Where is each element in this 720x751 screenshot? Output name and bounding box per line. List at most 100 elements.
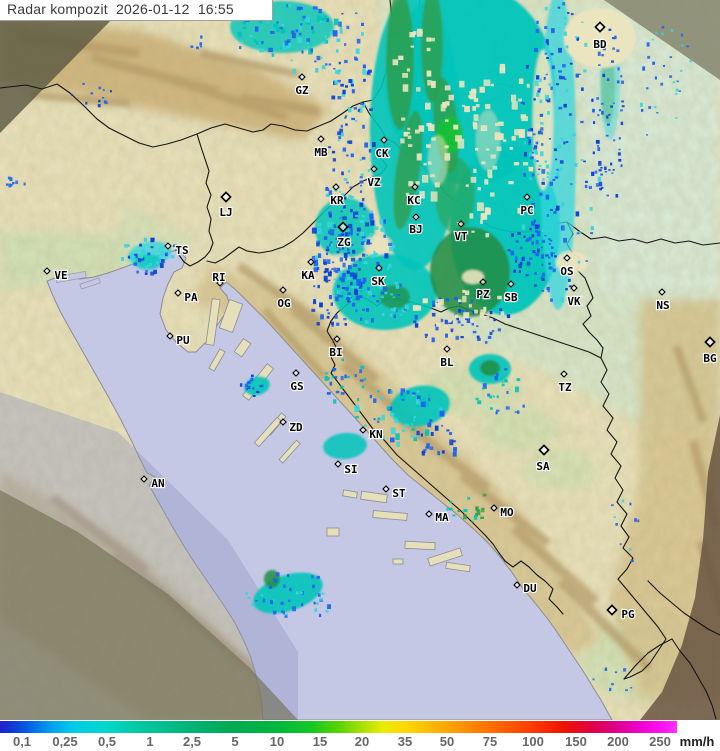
station-diamond-icon bbox=[443, 345, 451, 353]
station-marker-DU: DU bbox=[513, 581, 538, 596]
station-diamond-icon bbox=[140, 475, 148, 483]
station-marker-BD: BD bbox=[592, 21, 608, 52]
legend-tick: 10 bbox=[269, 734, 285, 749]
station-diamond-icon bbox=[457, 220, 465, 228]
station-marker-OG: OG bbox=[276, 286, 292, 311]
station-marker-BG: BG bbox=[702, 336, 718, 366]
station-label: MO bbox=[500, 506, 514, 519]
station-label: OG bbox=[277, 297, 291, 310]
station-marker-PU: PU bbox=[166, 332, 191, 348]
station-marker-BJ: BJ bbox=[408, 213, 424, 237]
legend-tick: 200 bbox=[607, 734, 629, 749]
legend-tick: 250 bbox=[649, 734, 671, 749]
legend-tick: 75 bbox=[482, 734, 498, 749]
legend: 0,1 0,25 0,5 1 2,5 5 10 15 20 35 50 75 100 150 200 250 m… bbox=[0, 720, 720, 751]
station-diamond-icon bbox=[411, 183, 419, 191]
station-marker-MB: MB bbox=[313, 135, 329, 160]
station-diamond-icon bbox=[523, 193, 531, 201]
radar-echo-speckles bbox=[5, 2, 693, 692]
legend-tick-labels: 0,1 0,25 0,5 1 2,5 5 10 15 20 35 50 75 100 150 200 250 m… bbox=[0, 734, 720, 751]
station-diamond-icon bbox=[220, 191, 232, 203]
station-label: GS bbox=[290, 380, 303, 393]
station-diamond-icon bbox=[216, 279, 224, 287]
station-diamond-icon bbox=[337, 221, 349, 233]
station-marker-MA: MA bbox=[425, 510, 450, 525]
station-marker-BL: BL bbox=[439, 345, 455, 370]
station-label: ZD bbox=[289, 421, 303, 434]
station-label: VT bbox=[454, 230, 468, 243]
station-label: KA bbox=[301, 269, 315, 282]
legend-tick: 20 bbox=[354, 734, 370, 749]
station-marker-BI: BI bbox=[328, 335, 344, 360]
legend-tick: 2,5 bbox=[182, 734, 202, 749]
legend-tick: 0,25 bbox=[52, 734, 78, 749]
station-label: AN bbox=[151, 477, 164, 490]
station-diamond-icon bbox=[166, 332, 174, 340]
station-diamond-icon bbox=[412, 213, 420, 221]
station-marker-MO: MO bbox=[490, 504, 515, 520]
station-label: PG bbox=[621, 608, 635, 621]
station-diamond-icon bbox=[333, 335, 341, 343]
station-diamond-icon bbox=[479, 278, 487, 286]
station-label: PC bbox=[520, 204, 533, 217]
radar-map-canvas: VE TS GZ MB LJ CK VZ KR KC ZG BJ PC BD VT OS PZ SB VK NS KA… bbox=[0, 0, 720, 721]
station-label: SK bbox=[371, 275, 385, 288]
station-diamond-icon bbox=[380, 136, 388, 144]
legend-gradient-bar bbox=[0, 721, 677, 733]
station-diamond-icon bbox=[164, 242, 172, 250]
station-marker-PG: PG bbox=[606, 604, 636, 622]
station-label: TS bbox=[175, 244, 188, 257]
station-diamond-icon bbox=[507, 280, 515, 288]
station-marker-TS: TS bbox=[164, 242, 190, 258]
station-label: LJ bbox=[219, 206, 232, 219]
legend-tick: 150 bbox=[565, 734, 587, 749]
station-diamond-icon bbox=[174, 289, 182, 297]
legend-tick: 0,5 bbox=[97, 734, 117, 749]
station-marker-SB: SB bbox=[503, 280, 519, 305]
legend-tick: 0,1 bbox=[12, 734, 32, 749]
station-diamond-icon bbox=[425, 510, 433, 518]
station-diamond-icon bbox=[43, 267, 51, 275]
station-marker-AN: AN bbox=[140, 475, 166, 491]
legend-unit: mm/h bbox=[679, 734, 715, 749]
station-label: ST bbox=[392, 487, 406, 500]
station-diamond-icon bbox=[594, 21, 606, 33]
station-marker-ZD: ZD bbox=[279, 418, 304, 435]
title-bar: Radar kompozit 2026-01-12 16:55 bbox=[0, 0, 273, 21]
station-marker-VZ: VZ bbox=[366, 165, 382, 190]
station-marker-TZ: TZ bbox=[557, 370, 573, 395]
station-label: ZG bbox=[337, 236, 351, 249]
station-label: BI bbox=[329, 346, 342, 359]
station-diamond-icon bbox=[563, 254, 571, 262]
station-label: BJ bbox=[409, 223, 422, 236]
station-label: PZ bbox=[476, 288, 490, 301]
station-diamond-icon bbox=[570, 284, 578, 292]
station-diamond-icon bbox=[317, 135, 325, 143]
range-shade-bottom-right bbox=[640, 415, 720, 720]
legend-tick: 50 bbox=[439, 734, 455, 749]
adriatic-sea bbox=[46, 249, 613, 721]
station-label: SA bbox=[536, 460, 550, 473]
station-marker-CK: CK bbox=[374, 136, 390, 161]
station-diamond-icon bbox=[704, 336, 716, 348]
station-diamond-icon bbox=[334, 460, 342, 468]
station-marker-RI: RI bbox=[211, 270, 227, 287]
station-diamond-icon bbox=[307, 258, 315, 266]
legend-tick: 5 bbox=[231, 734, 239, 749]
station-marker-PZ: PZ bbox=[475, 278, 491, 302]
station-marker-KC: KC bbox=[406, 183, 422, 208]
legend-tick: 15 bbox=[312, 734, 328, 749]
station-diamond-icon bbox=[382, 485, 390, 493]
station-diamond-icon bbox=[490, 504, 498, 512]
legend-tick: 100 bbox=[522, 734, 544, 749]
station-diamond-icon bbox=[298, 73, 306, 81]
legend-tick: 1 bbox=[146, 734, 154, 749]
station-diamond-icon bbox=[370, 165, 378, 173]
station-label: KR bbox=[330, 194, 344, 207]
station-label: NS bbox=[656, 299, 669, 312]
station-marker-PC: PC bbox=[519, 193, 535, 218]
station-diamond-icon bbox=[332, 183, 340, 191]
station-label: VE bbox=[54, 269, 67, 282]
station-diamond-icon bbox=[292, 369, 300, 377]
